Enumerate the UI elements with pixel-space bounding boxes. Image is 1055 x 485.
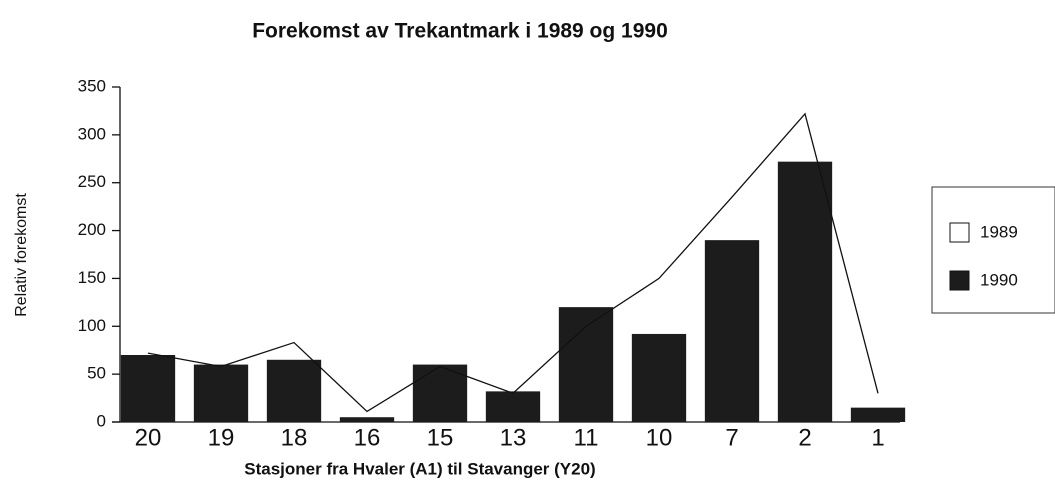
x-tick-label: 13 <box>500 424 527 451</box>
bar <box>485 391 541 422</box>
bar <box>631 333 687 422</box>
legend-label: 1989 <box>980 222 1018 241</box>
bar <box>558 307 614 422</box>
x-tick-label: 16 <box>354 424 381 451</box>
bar <box>266 359 322 422</box>
x-tick-label: 10 <box>646 424 673 451</box>
bar <box>120 355 176 422</box>
bar <box>704 240 760 422</box>
y-tick-label: 50 <box>87 364 106 383</box>
x-tick-label: 7 <box>725 424 738 451</box>
line <box>147 112 879 413</box>
legend-box <box>931 186 1055 314</box>
x-tick-label: 2 <box>798 424 811 451</box>
y-tick-label: 250 <box>78 172 106 191</box>
x-tick-label: 20 <box>135 424 162 451</box>
y-tick-label: 350 <box>78 76 106 95</box>
x-tick-label: 11 <box>574 424 599 451</box>
x-tick-label: 19 <box>208 424 235 451</box>
legend-label: 1990 <box>980 270 1018 289</box>
x-tick-label: 15 <box>427 424 454 451</box>
bar <box>412 364 468 422</box>
x-tick-label: 1 <box>871 424 884 451</box>
bar <box>339 417 395 422</box>
y-tick-label: 0 <box>97 411 106 430</box>
bar <box>193 364 249 422</box>
legend-swatch <box>949 222 970 243</box>
legend-swatch <box>949 270 970 291</box>
y-axis-label: Relativ forekomst <box>13 193 30 317</box>
x-axis-label: Stasjoner fra Hvaler (A1) til Stavanger … <box>244 459 595 478</box>
y-tick-label: 300 <box>78 124 106 143</box>
y-tick-label: 100 <box>78 316 106 335</box>
bar <box>850 407 906 422</box>
chart-title: Forekomst av Trekantmark i 1989 og 1990 <box>252 20 668 43</box>
bar <box>777 161 833 422</box>
y-tick-label: 150 <box>78 268 106 287</box>
x-tick-label: 18 <box>281 424 308 451</box>
y-tick-label: 200 <box>78 220 106 239</box>
